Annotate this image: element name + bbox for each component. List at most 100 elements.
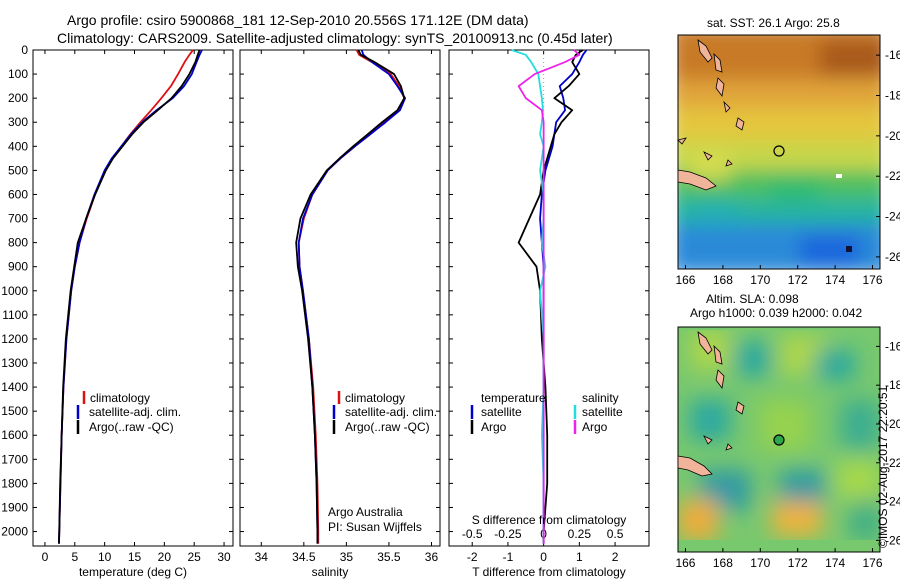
imos-timestamp: ©IMOS 02-Aug-2017 22:20:51 xyxy=(876,385,890,548)
x-tick-label: 30 xyxy=(217,550,231,564)
depth-tick-label: 0 xyxy=(21,43,28,57)
x-tick-label: 25 xyxy=(188,550,202,564)
map-x-tick-label: 172 xyxy=(788,273,808,287)
difference-legend: temperature salinity satellite Argo sate… xyxy=(470,391,623,434)
salinity-panel: 34 34.5 35 35.5 36 salinity climatology sate… xyxy=(239,49,441,579)
S-tick-label: 0.25 xyxy=(568,527,592,541)
series-line-argo xyxy=(58,49,201,544)
depth-axis: 0 100 200 300 400 500 600 700 800 900 1000 1100 1200… xyxy=(1,43,28,539)
depth-tick-label: 1200 xyxy=(1,332,28,346)
map-x-tick-label: 168 xyxy=(713,273,733,287)
sla-map-panel: Altim. SLA: 0.098 Argo h1000: 0.039 h200… xyxy=(675,292,900,570)
sst-field xyxy=(678,35,880,269)
sst-argo-marker xyxy=(773,145,785,157)
temperature-xlabel: temperature (deg C) xyxy=(79,565,187,579)
x-tick-label: 20 xyxy=(158,550,172,564)
x-tick-label: 35.5 xyxy=(377,550,401,564)
x-tick-label: 36 xyxy=(425,550,439,564)
map-x-tick-label: 166 xyxy=(675,273,695,287)
x-tick-label: 1 xyxy=(576,550,583,564)
sla-map-subtitle: Argo h1000: 0.039 h2000: 0.042 xyxy=(690,306,862,320)
depth-tick-label: 1500 xyxy=(1,404,28,418)
map-x-tick-label: 174 xyxy=(825,273,845,287)
sst-map-frame xyxy=(677,34,881,270)
temperature-axes-box xyxy=(32,49,234,547)
x-tick-label: -1 xyxy=(503,550,514,564)
x-tick-label: 10 xyxy=(98,550,112,564)
temperature-x-axis: 0 5 10 15 20 25 30 xyxy=(42,50,231,564)
depth-tick-label: 700 xyxy=(8,212,28,226)
S-tick-label: -0.25 xyxy=(494,527,522,541)
temperature-legend: climatology satellite-adj. clim. Argo(..… xyxy=(76,391,181,434)
sla-map-axes: 166 168 170 172 174 176 -16 -18 -20 -22 -24 -26 xyxy=(675,339,900,570)
S-tick-label: 0.5 xyxy=(607,527,624,541)
difference-panel: -2 -1 0 1 2 -0.5 -0.25 0 0.25 0.5 T difference f… xyxy=(448,49,650,579)
sst-map-title: sat. SST: 26.1 Argo: 25.8 xyxy=(707,16,840,30)
salinity-profiles xyxy=(295,49,407,544)
x-tick-label: 34.5 xyxy=(292,550,316,564)
S-difference-xlabel: S difference from climatology xyxy=(472,513,627,527)
legend-climatology: climatology xyxy=(345,391,405,405)
legend-satellite: satellite-adj. clim. xyxy=(345,405,437,419)
legend-S-satellite: satellite xyxy=(582,405,623,419)
x-tick-label: 34 xyxy=(255,550,269,564)
sst-map-panel: sat. SST: 26.1 Argo: 25.8 xyxy=(675,16,900,287)
map-y-tick-label: -16 xyxy=(885,48,900,62)
map-x-tick-label: 170 xyxy=(750,556,770,570)
x-tick-label: 0 xyxy=(42,550,49,564)
map-x-tick-label: 166 xyxy=(675,556,695,570)
depth-tick-label: 1300 xyxy=(1,356,28,370)
depth-tick-label: 400 xyxy=(8,139,28,153)
x-tick-label: -2 xyxy=(467,550,478,564)
map-y-tick-label: -20 xyxy=(885,129,900,143)
legend-climatology: climatology xyxy=(90,391,150,405)
map-y-tick-label: -18 xyxy=(885,89,900,103)
x-tick-label: 0 xyxy=(540,550,547,564)
series-line-argo xyxy=(295,49,406,544)
legend-T-satellite: satellite xyxy=(481,405,522,419)
map-y-tick-label: -22 xyxy=(885,456,900,470)
depth-tick-label: 900 xyxy=(8,260,28,274)
map-y-tick-label: -18 xyxy=(885,378,900,392)
depth-tick-label: 800 xyxy=(8,236,28,250)
x-tick-label: 35 xyxy=(340,550,354,564)
legend-S-argo: Argo xyxy=(582,420,608,434)
series-line-s-argo xyxy=(517,49,581,544)
figure-title-line2: Climatology: CARS2009. Satellite-adjuste… xyxy=(57,30,613,46)
legend-argo: Argo(..raw -QC) xyxy=(89,420,174,434)
map-y-tick-label: -20 xyxy=(885,417,900,431)
depth-tick-label: 300 xyxy=(8,115,28,129)
depth-tick-label: 1400 xyxy=(1,380,28,394)
legend-group-salinity: salinity xyxy=(582,391,619,405)
depth-tick-label: 1000 xyxy=(1,284,28,298)
map-y-tick-label: -26 xyxy=(885,250,900,264)
map-x-tick-label: 176 xyxy=(863,556,883,570)
x-tick-label: 2 xyxy=(612,550,619,564)
temperature-panel: 0100200300400500600700800900100011001200… xyxy=(1,43,234,579)
sst-land xyxy=(678,39,852,252)
map-y-tick-label: -24 xyxy=(885,495,900,509)
legend-argo: Argo(..raw -QC) xyxy=(345,420,430,434)
depth-tick-label: 600 xyxy=(8,187,28,201)
credit-line2: PI: Susan Wijffels xyxy=(328,520,422,534)
x-tick-label: 15 xyxy=(128,550,142,564)
depth-tick-label: 200 xyxy=(8,91,28,105)
T-difference-xlabel: T difference from climatology xyxy=(472,565,626,579)
salinity-x-axis: 34 34.5 35 35.5 36 xyxy=(255,50,439,564)
figure-title-line1: Argo profile: csiro 5900868_181 12-Sep-2… xyxy=(67,12,529,28)
map-x-tick-label: 172 xyxy=(788,556,808,570)
map-x-tick-label: 168 xyxy=(713,556,733,570)
legend-group-temperature: temperature xyxy=(481,391,546,405)
depth-tick-label: 100 xyxy=(8,67,28,81)
T-difference-x-axis: -2 -1 0 1 2 xyxy=(467,50,619,564)
legend-satellite: satellite-adj. clim. xyxy=(89,405,181,419)
depth-tick-label: 1800 xyxy=(1,476,28,490)
difference-axes-box xyxy=(448,49,650,547)
map-x-tick-label: 170 xyxy=(750,273,770,287)
sla-argo-marker xyxy=(773,434,785,446)
depth-tick-label: 1900 xyxy=(1,500,28,514)
sla-map-title: Altim. SLA: 0.098 xyxy=(706,292,799,306)
legend-T-argo: Argo xyxy=(481,420,507,434)
map-y-tick-label: -26 xyxy=(885,533,900,547)
